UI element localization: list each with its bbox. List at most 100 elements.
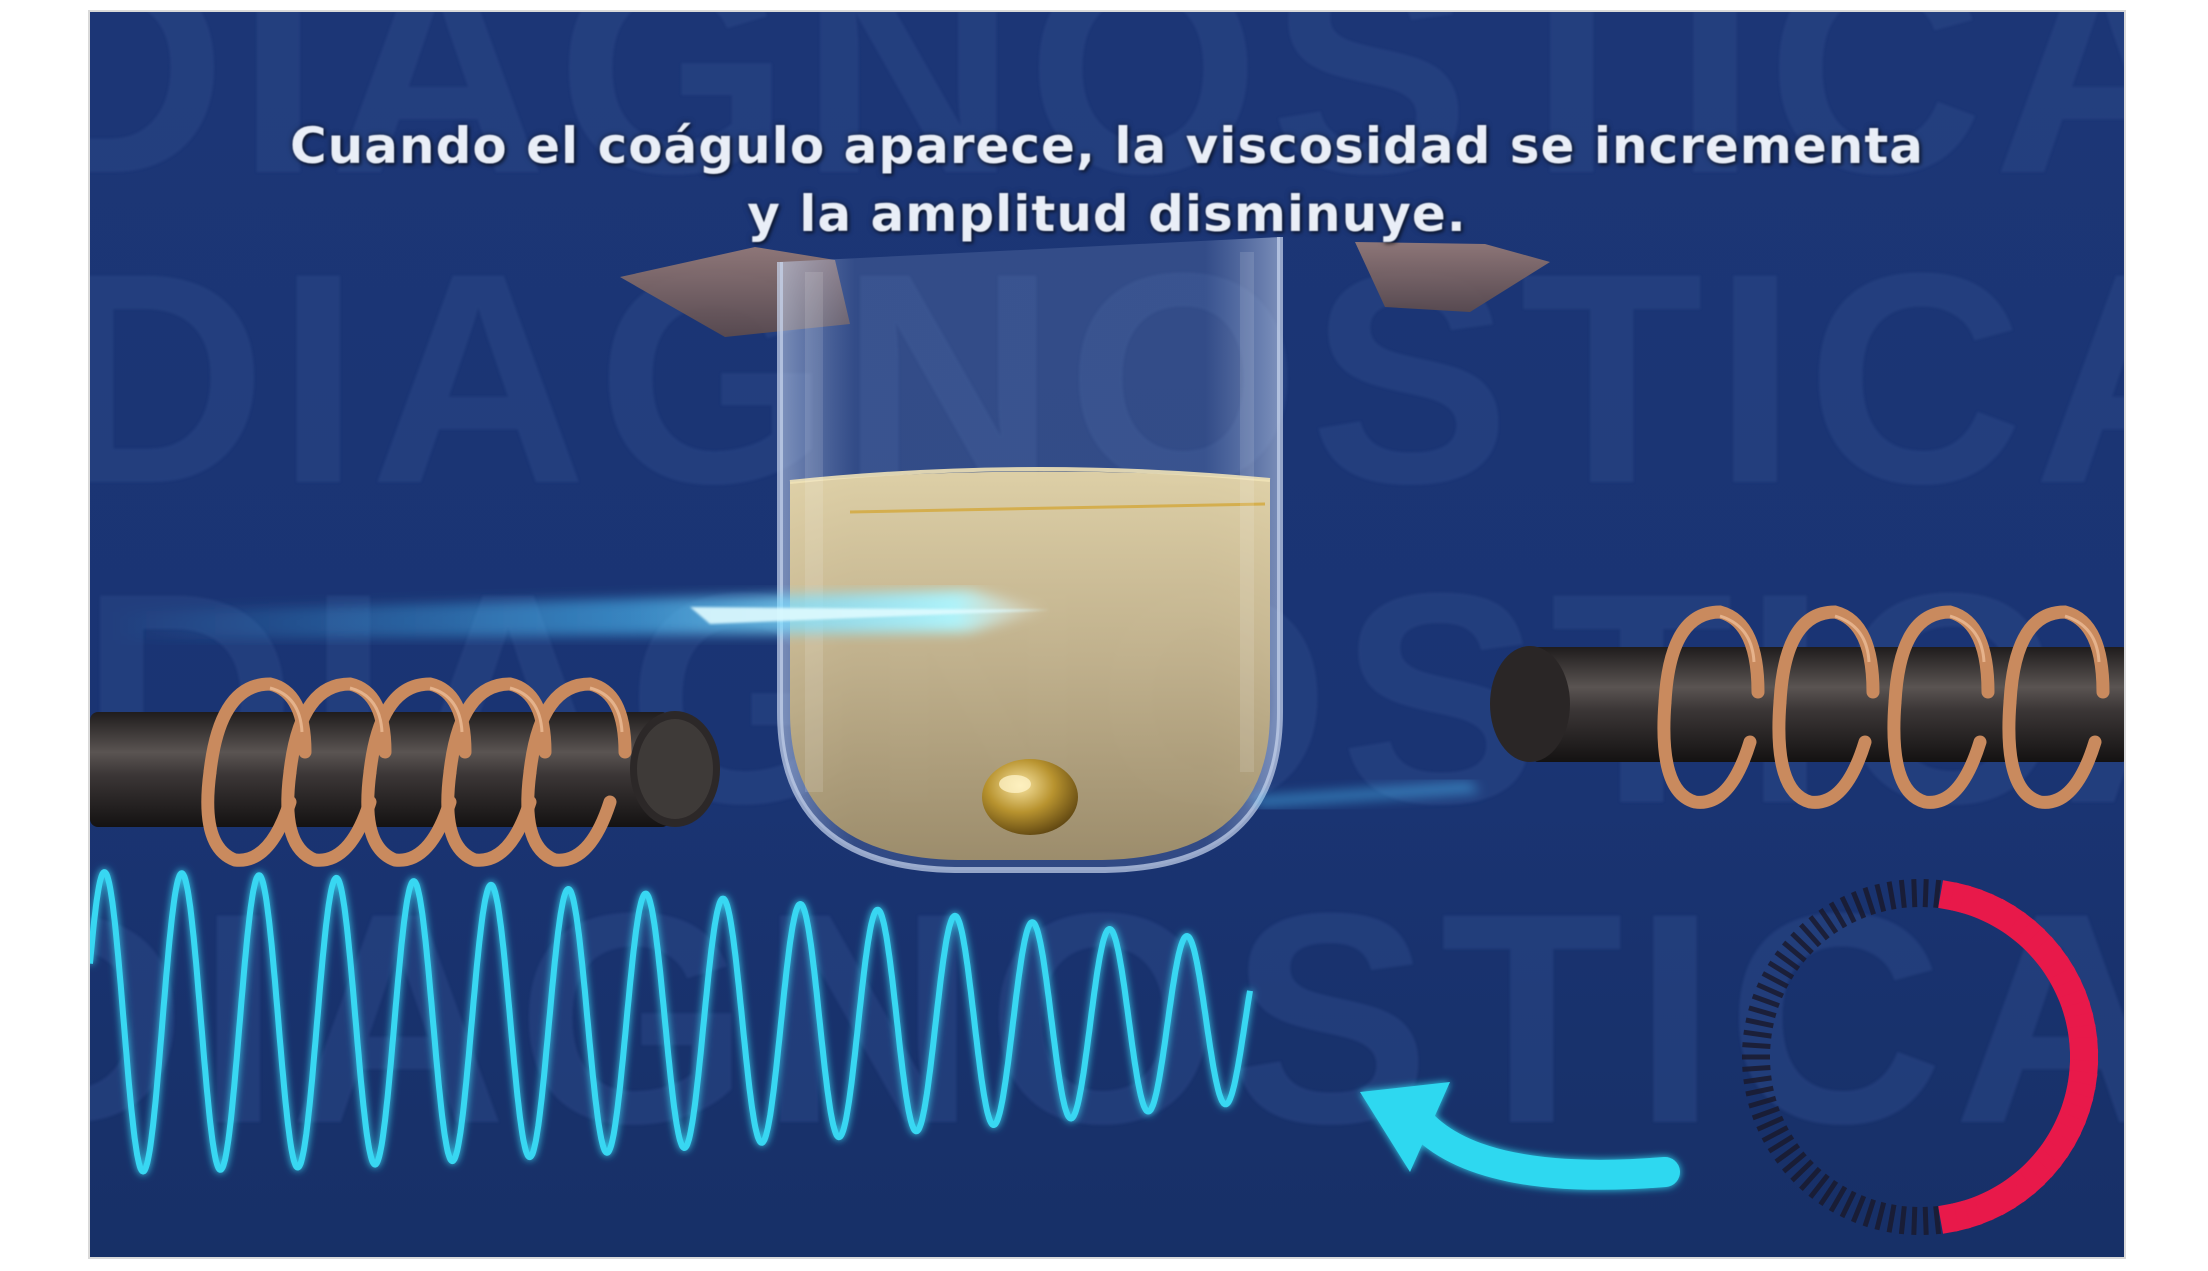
curved-arrow-icon: [1360, 1082, 1680, 1190]
ring-tick: [1745, 1017, 1774, 1029]
ring-tick: [2029, 1147, 2062, 1178]
ring-tick: [1742, 1065, 1771, 1072]
ring-tick: [1781, 1151, 1807, 1174]
watermark-row-1: DIAGNOSTICA: [90, 12, 2124, 236]
cuvette-liquid: [790, 471, 1270, 860]
ring-tick: [1767, 1134, 1795, 1154]
ring-tick: [2042, 955, 2076, 985]
ring-tick: [1862, 1198, 1876, 1228]
ring-tick: [1933, 1205, 1942, 1235]
ring-tick: [1850, 1195, 1867, 1223]
ring-tick: [1997, 904, 2027, 938]
ring-tick: [1886, 1204, 1897, 1233]
ring-tick: [1774, 1143, 1801, 1164]
ring-tick: [1839, 895, 1857, 924]
ring-tick: [1968, 888, 1995, 921]
ring-tick: [2006, 911, 2036, 944]
ring-tick: [2069, 1059, 2099, 1078]
ring-tick: [1938, 1203, 1959, 1234]
animation-frame: DIAGNOSTICA DIAGNOSTICA DIAGNOSTICA DIAG…: [90, 12, 2124, 1257]
ring-tick: [1751, 1105, 1780, 1121]
ring-tick: [2058, 1100, 2091, 1126]
ring-tick: [1748, 1005, 1777, 1019]
ring-tick: [2006, 1170, 2036, 1203]
ring-tick: [1808, 915, 1830, 941]
ring-tick: [1968, 1193, 1995, 1226]
ring-tick: [1756, 1115, 1785, 1132]
ring-tick: [2048, 1120, 2081, 1148]
ring-tick: [1761, 971, 1789, 989]
ring-tick: [1748, 1095, 1777, 1109]
ring-tick: [1898, 1205, 1907, 1235]
steel-ball: [982, 759, 1078, 835]
ring-tick: [2058, 988, 2091, 1014]
ring-tick: [1808, 1173, 1830, 1199]
ring-tick: [2029, 936, 2062, 967]
ring-tick: [1874, 883, 1887, 913]
ring-tick: [2067, 1024, 2098, 1045]
ring-tick: [1799, 923, 1822, 948]
ring-tick: [1818, 908, 1839, 934]
progress-ring-icon: [1742, 879, 2099, 1235]
ring-tick: [1938, 880, 1959, 911]
ring-tick: [1743, 1075, 1772, 1085]
ring-tick: [1978, 893, 2006, 926]
ring-tick: [1761, 1125, 1789, 1143]
ring-tick: [2022, 1155, 2054, 1187]
ring-tick: [1978, 1188, 2006, 1221]
ring-tick: [1745, 1085, 1774, 1097]
ring-tick: [1958, 885, 1983, 917]
ring-tick: [2014, 919, 2046, 951]
ring-tick: [1922, 1206, 1929, 1235]
ring-tick: [1911, 879, 1918, 908]
left-coil-rod: [90, 677, 720, 867]
cuvette: [777, 237, 1283, 873]
light-beam: [110, 590, 1050, 640]
scene: DIAGNOSTICA DIAGNOSTICA DIAGNOSTICA DIAG…: [90, 12, 2124, 1257]
ring-tick: [1911, 1206, 1918, 1235]
ring-tick: [2065, 1080, 2096, 1102]
ring-tick: [1799, 1166, 1822, 1191]
ring-tick: [2036, 945, 2069, 976]
ring-tick: [2053, 1110, 2086, 1137]
ring-tick: [1756, 982, 1785, 999]
ring-tick: [1948, 1200, 1971, 1232]
ring-tick: [1933, 879, 1942, 909]
ring-tick: [1774, 950, 1801, 971]
ring-tick: [2042, 1129, 2076, 1159]
ring-tick: [2036, 1138, 2069, 1169]
ring-tick: [1886, 881, 1897, 910]
ring-tick: [1767, 960, 1795, 980]
ring-tick: [1988, 898, 2016, 932]
ring-tick: [2022, 927, 2054, 959]
ring-tick: [1828, 1185, 1848, 1213]
ring-tick: [1862, 886, 1876, 916]
ring-tick: [1874, 1201, 1887, 1231]
ring-tick: [1850, 891, 1867, 919]
caption-line-2: y la amplitud disminuye.: [747, 185, 1467, 243]
ring-tick: [1781, 940, 1807, 963]
ring-tick: [1742, 1042, 1771, 1049]
ring-tick: [1958, 1197, 1983, 1229]
ring-tick: [2061, 1000, 2094, 1024]
ring-tick: [1790, 1159, 1814, 1183]
ring-tick: [1790, 931, 1814, 955]
ring-tick: [1997, 1176, 2027, 1210]
ring-tick: [2067, 1069, 2098, 1090]
ring-tick: [1751, 993, 1780, 1009]
ring-tick: [2014, 1163, 2046, 1195]
ring-tick: [1948, 882, 1971, 914]
ring-tick: [1988, 1182, 2016, 1216]
ring-tick: [2069, 1036, 2099, 1055]
ring-tick: [1828, 901, 1848, 929]
exit-beam: [1250, 782, 1480, 807]
ring-tick: [2065, 1012, 2096, 1034]
ring-tick: [1898, 879, 1907, 909]
waveform: [90, 869, 1253, 1175]
caption: Cuando el coágulo aparece, la viscosidad…: [90, 112, 2124, 248]
ring-tick: [1743, 1029, 1772, 1039]
right-plate: [1355, 242, 1550, 312]
caption-line-1: Cuando el coágulo aparece, la viscosidad…: [289, 117, 1925, 175]
ring-tick: [2061, 1090, 2094, 1114]
right-coil-rod: [1490, 605, 2124, 809]
